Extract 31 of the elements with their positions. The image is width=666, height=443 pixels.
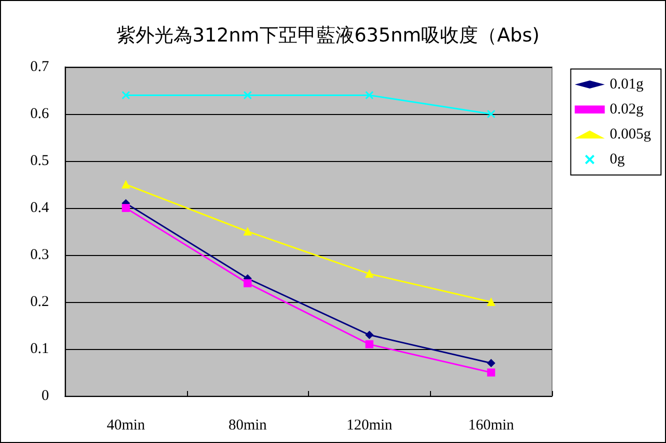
point <box>487 368 496 376</box>
x-tick-label: 80min <box>228 418 268 434</box>
point <box>365 270 374 278</box>
y-tick-label: 0.4 <box>30 200 50 216</box>
point <box>365 340 374 348</box>
point <box>487 298 496 306</box>
point <box>244 228 252 236</box>
point <box>486 110 496 118</box>
point <box>122 90 130 100</box>
point <box>244 279 252 288</box>
x-tick-label: 40min <box>106 418 146 434</box>
y-tick-label: 0.5 <box>30 153 49 169</box>
y-tick-label: 0.3 <box>30 247 49 263</box>
point <box>365 90 374 100</box>
legend-label: 0.005g <box>610 126 652 142</box>
legend-label: 0g <box>610 152 626 168</box>
legend-label: 0.01g <box>610 76 644 92</box>
y-tick-label: 0.7 <box>30 59 50 75</box>
point <box>243 90 252 100</box>
y-tick-label: 0.1 <box>30 341 49 357</box>
chart-title: 紫外光為312nm下亞甲藍液635nm吸收度（Abs) <box>116 24 540 46</box>
y-tick-label: 0 <box>42 388 49 404</box>
point <box>365 330 374 339</box>
legend-label: 0.02g <box>610 102 644 118</box>
x-tick-label: 120min <box>346 418 393 434</box>
x-tick-label: 160min <box>468 418 515 434</box>
point <box>487 359 496 368</box>
point <box>122 204 130 212</box>
y-tick-label: 0.2 <box>30 294 49 310</box>
point <box>122 180 130 188</box>
y-tick-label: 0.6 <box>30 106 50 122</box>
